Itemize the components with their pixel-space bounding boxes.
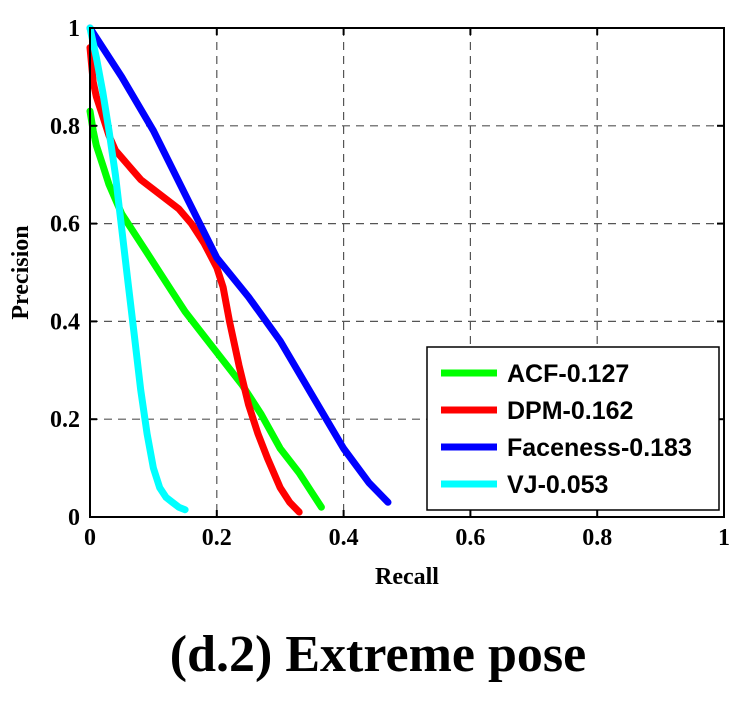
y-tick-label: 0.2: [50, 407, 80, 433]
series-layer: [86, 24, 392, 516]
legend: ACF-0.127 DPM-0.162 Faceness-0.183 VJ-0.053: [426, 346, 720, 511]
x-tick-label: 0.2: [202, 525, 232, 551]
series-line-vj: [86, 24, 189, 514]
tick-labels: 0 0.2 0.4 0.6 0.8 1 0 0.2 0.4 0.6 0.8 1: [50, 16, 730, 551]
series-line-dpm: [86, 44, 303, 516]
series-line-acf: [86, 107, 325, 511]
axis-ticks: [89, 27, 725, 518]
plot-frame: [89, 27, 725, 518]
figure-caption: (d.2) Extreme pose: [169, 626, 587, 683]
series-line-faceness: [86, 24, 392, 506]
x-tick-label: 0.6: [455, 525, 485, 551]
x-tick-label: 0.8: [582, 525, 612, 551]
y-tick-label: 0.4: [50, 309, 80, 335]
x-tick-label: 0: [84, 525, 96, 551]
y-tick-label: 0: [68, 505, 80, 531]
y-axis-label: Precision: [8, 225, 34, 319]
legend-label: VJ-0.053: [507, 471, 608, 499]
y-tick-label: 1: [68, 16, 80, 42]
y-tick-label: 0.6: [50, 212, 80, 238]
legend-label: Faceness-0.183: [507, 434, 692, 462]
x-tick-label: 0.4: [329, 525, 359, 551]
legend-label: ACF-0.127: [507, 360, 629, 388]
precision-recall-chart: 0 0.2 0.4 0.6 0.8 1 0 0.2 0.4 0.6 0.8 1 Recall Prec…: [8, 16, 730, 590]
legend-label: DPM-0.162: [507, 397, 633, 425]
y-tick-label: 0.8: [50, 114, 80, 140]
x-axis-label: Recall: [375, 564, 439, 590]
x-tick-label: 1: [718, 525, 730, 551]
